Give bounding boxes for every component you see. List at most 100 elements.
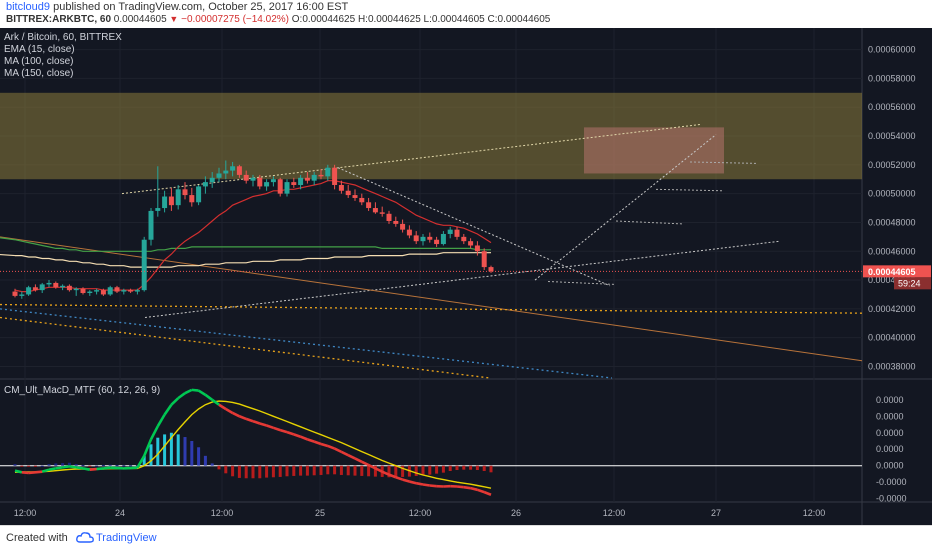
price-axis-label: 0.00060000: [868, 45, 916, 55]
candle-body: [121, 290, 126, 291]
candle-body: [414, 235, 419, 241]
macd-legend[interactable]: CM_Ult_MacD_MTF (60, 12, 26, 9): [4, 385, 160, 396]
macd-histogram-bar: [48, 464, 51, 466]
candle-body: [339, 185, 344, 191]
macd-histogram-bar: [360, 466, 363, 476]
price-axis-label: 0.00058000: [868, 73, 916, 83]
candle-body: [271, 179, 276, 182]
footer: Created with TradingView: [0, 525, 932, 551]
macd-line-segment: [192, 390, 199, 391]
price-chart-svg[interactable]: 0.000600000.000580000.000560000.00054000…: [0, 28, 932, 525]
macd-histogram-bar: [286, 466, 289, 477]
legend-ema[interactable]: EMA (15, close): [4, 44, 75, 55]
macd-histogram-bar: [245, 466, 248, 479]
macd-line-segment: [273, 428, 280, 430]
macd-line-segment: [409, 482, 416, 484]
countdown-label: 59:24: [898, 278, 921, 288]
macd-axis-label: -0.0000: [876, 494, 907, 504]
macd-histogram-bar: [292, 466, 295, 476]
price-axis-label: 0.00056000: [868, 102, 916, 112]
macd-histogram-bar: [211, 463, 214, 465]
macd-histogram-bar: [20, 466, 23, 467]
macd-line-segment: [239, 416, 246, 419]
macd-histogram-bar: [190, 441, 193, 466]
macd-line-segment: [151, 426, 158, 439]
macd-line-segment: [321, 444, 328, 446]
candle-body: [291, 182, 296, 185]
macd-line-segment: [15, 471, 22, 473]
candle-body: [305, 178, 310, 181]
ma150-line-extension: [0, 255, 15, 256]
candle-body: [400, 224, 405, 230]
candle-body: [237, 166, 242, 175]
macd-line-segment: [471, 488, 478, 490]
descending-trendline: [0, 237, 862, 361]
candle-body: [176, 189, 181, 205]
macd-line-segment: [90, 469, 97, 470]
macd-line-segment: [56, 467, 63, 468]
candle-body: [373, 208, 378, 212]
last-price-label: 0.00044605: [868, 267, 916, 277]
macd-histogram-bar: [422, 466, 425, 476]
candle-body: [115, 287, 120, 291]
candle-body: [298, 178, 303, 185]
macd-histogram-bar: [95, 466, 98, 467]
macd-histogram-bar: [238, 466, 241, 478]
macd-histogram-bar: [156, 438, 159, 466]
macd-line-segment: [416, 483, 423, 484]
candle-body: [455, 230, 460, 237]
macd-histogram-bar: [109, 465, 112, 466]
candle-body: [380, 212, 385, 213]
macd-line-segment: [484, 492, 491, 495]
macd-histogram-bar: [490, 466, 493, 473]
candle-body: [128, 290, 133, 291]
candle-body: [183, 189, 188, 195]
author-link[interactable]: bitcloud9: [6, 1, 50, 13]
candle-body: [475, 245, 480, 251]
macd-line-segment: [178, 393, 185, 398]
macd-histogram-bar: [415, 466, 418, 476]
macd-line-segment: [307, 439, 314, 441]
macd-line-segment: [253, 421, 260, 423]
macd-histogram-bar: [88, 466, 91, 467]
macd-histogram-bar: [279, 466, 282, 477]
falling-dotted-line: [0, 318, 490, 378]
macd-histogram-bar: [224, 466, 227, 474]
macd-histogram-bar: [306, 466, 309, 476]
candle-body: [346, 191, 351, 195]
candle-body: [482, 251, 487, 267]
candle-body: [285, 182, 290, 194]
candle-body: [26, 287, 31, 294]
macd-line-segment: [49, 468, 56, 469]
legend-ma100[interactable]: MA (100, close): [4, 56, 73, 67]
publish-header: bitcloud9 published on TradingView.com, …: [0, 0, 932, 28]
macd-histogram-bar: [54, 463, 57, 465]
macd-histogram-bar: [231, 466, 234, 477]
macd-line-segment: [362, 462, 369, 465]
candle-body: [67, 286, 72, 290]
legend-ma150[interactable]: MA (150, close): [4, 68, 73, 79]
macd-histogram-bar: [82, 465, 85, 466]
published-text: published on TradingView.com, October 25…: [53, 1, 348, 13]
macd-line-segment: [205, 395, 212, 400]
time-axis-label: 27: [711, 508, 721, 518]
time-axis-label: 12:00: [603, 508, 626, 518]
candle-body: [81, 289, 86, 293]
candle-body: [60, 286, 65, 287]
macd-line-segment: [430, 486, 437, 487]
time-axis-label: 26: [511, 508, 521, 518]
time-axis-label: 12:00: [803, 508, 826, 518]
candle-body: [19, 294, 24, 295]
macd-histogram-bar: [469, 466, 472, 470]
macd-histogram-bar: [27, 466, 30, 467]
macd-histogram-bar: [265, 466, 268, 478]
price-change: −0.00007275 (−14.02%): [181, 14, 289, 25]
macd-line-segment: [403, 480, 410, 482]
candle-body: [427, 237, 432, 240]
macd-line-segment: [267, 426, 274, 428]
time-axis-label: 25: [315, 508, 325, 518]
chart-title: Ark / Bitcoin, 60, BITTREX: [4, 32, 122, 43]
tradingview-brand[interactable]: TradingView: [96, 532, 157, 544]
time-axis-label: 12:00: [211, 508, 234, 518]
